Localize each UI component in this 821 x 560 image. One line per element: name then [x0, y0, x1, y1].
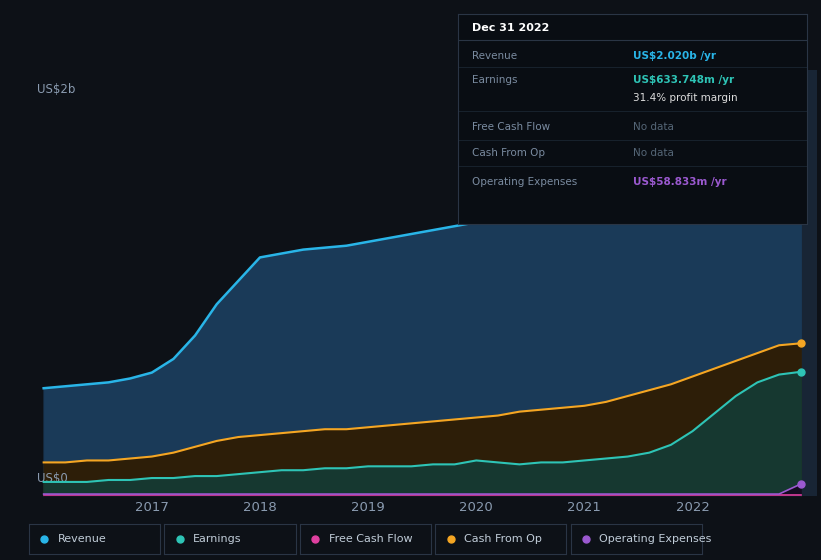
- Text: US$633.748m /yr: US$633.748m /yr: [633, 74, 734, 85]
- Text: Revenue: Revenue: [57, 534, 107, 544]
- Text: Cash From Op: Cash From Op: [464, 534, 542, 544]
- Text: Free Cash Flow: Free Cash Flow: [472, 122, 550, 132]
- Text: Operating Expenses: Operating Expenses: [472, 177, 577, 187]
- Text: Earnings: Earnings: [472, 74, 517, 85]
- Text: US$58.833m /yr: US$58.833m /yr: [633, 177, 727, 187]
- Text: Cash From Op: Cash From Op: [472, 148, 545, 158]
- Text: Dec 31 2022: Dec 31 2022: [472, 24, 549, 34]
- Text: Revenue: Revenue: [472, 51, 517, 61]
- Text: No data: No data: [633, 148, 673, 158]
- Text: Free Cash Flow: Free Cash Flow: [328, 534, 412, 544]
- Text: Earnings: Earnings: [193, 534, 241, 544]
- Text: No data: No data: [633, 122, 673, 132]
- Text: US$2b: US$2b: [37, 83, 76, 96]
- Bar: [725, 70, 817, 496]
- Text: US$2.020b /yr: US$2.020b /yr: [633, 51, 716, 61]
- Text: US$0: US$0: [37, 472, 67, 485]
- Text: 31.4% profit margin: 31.4% profit margin: [633, 93, 737, 103]
- Text: Operating Expenses: Operating Expenses: [599, 534, 712, 544]
